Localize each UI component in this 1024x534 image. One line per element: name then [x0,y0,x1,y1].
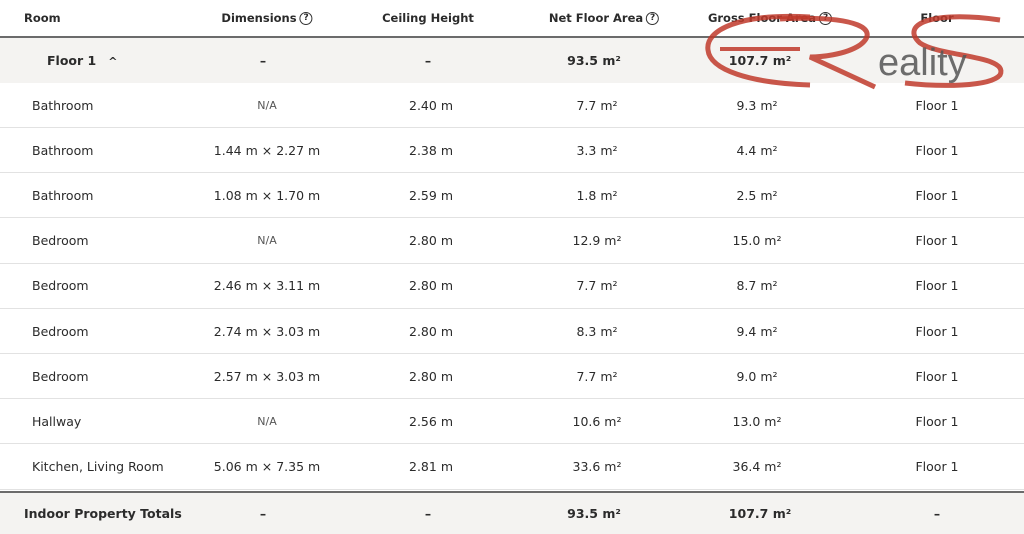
header-gross: Gross Floor Area? [708,11,833,25]
cell-floor: Floor 1 [915,142,959,158]
totals-ceiling: – [424,506,432,521]
table-row: Bedroom 2.57 m × 3.03 m 2.80 m 7.7 m² 9.0 m²… [0,354,1024,400]
header-ceiling: Ceiling Height [382,11,474,25]
cell-floor: Floor 1 [915,97,959,113]
totals-dimensions: – [259,506,267,521]
floor-dimensions: – [259,53,267,68]
cell-room: Bedroom [32,368,89,384]
cell-dimensions: 1.08 m × 1.70 m [213,187,321,203]
cell-net: 3.3 m² [576,142,618,158]
table-header: Room Dimensions? Ceiling Height Net Floo… [0,0,1024,38]
cell-dimensions: N/A [257,98,277,112]
cell-room: Bathroom [32,187,94,203]
cell-ceiling: 2.59 m [409,187,453,203]
cell-dimensions: 2.74 m × 3.03 m [213,323,321,339]
table-row: Bedroom 2.74 m × 3.03 m 2.80 m 8.3 m² 9.4 m²… [0,309,1024,354]
cell-room: Bedroom [32,278,89,294]
floor-group-row[interactable]: Floor 1 ^ – – 93.5 m² 107.7 m² [0,38,1024,83]
cell-floor: Floor 1 [915,187,959,203]
help-icon[interactable]: ? [299,12,313,25]
totals-gross: 107.7 m² [728,506,792,521]
cell-ceiling: 2.38 m [409,142,453,158]
floor-gross: 107.7 m² [728,53,792,68]
cell-gross: 15.0 m² [732,233,782,249]
totals-label: Indoor Property Totals [24,506,182,521]
totals-net: 93.5 m² [567,506,621,521]
floor-ceiling: – [424,53,432,68]
cell-dimensions: 2.46 m × 3.11 m [213,278,321,294]
cell-floor: Floor 1 [915,459,959,475]
cell-net: 7.7 m² [576,97,618,113]
cell-floor: Floor 1 [915,233,959,249]
table-row: Bathroom N/A 2.40 m 7.7 m² 9.3 m² Floor 1 [0,83,1024,128]
cell-gross: 2.5 m² [736,187,778,203]
cell-ceiling: 2.56 m [409,413,453,429]
cell-gross: 9.3 m² [736,97,778,113]
cell-dimensions: 2.57 m × 3.03 m [213,368,321,384]
cell-floor: Floor 1 [915,278,959,294]
cell-dimensions: N/A [257,414,277,428]
help-icon[interactable]: ? [819,12,833,25]
header-net: Net Floor Area? [549,11,660,25]
header-floor: Floor [920,11,954,25]
cell-gross: 9.0 m² [736,368,778,384]
cell-dimensions: 5.06 m × 7.35 m [213,459,321,475]
cell-dimensions: N/A [257,234,277,248]
table-row: Kitchen, Living Room 5.06 m × 7.35 m 2.81 … [0,445,1024,490]
cell-dimensions: 1.44 m × 2.27 m [213,142,321,158]
cell-gross: 4.4 m² [736,142,778,158]
cell-room: Hallway [32,413,82,429]
cell-net: 12.9 m² [572,233,622,249]
cell-gross: 9.4 m² [736,323,778,339]
header-dimensions: Dimensions? [221,11,313,25]
cell-room: Bathroom [32,142,94,158]
totals-floor: – [933,506,941,521]
cell-gross: 36.4 m² [732,459,782,475]
cell-floor: Floor 1 [915,368,959,384]
cell-gross: 8.7 m² [736,278,778,294]
floor-group-toggle[interactable]: Floor 1 ^ [47,53,118,68]
cell-net: 33.6 m² [572,459,622,475]
totals-row: Indoor Property Totals – – 93.5 m² 107.7… [0,491,1024,534]
cell-room: Kitchen, Living Room [32,459,164,475]
cell-room: Bathroom [32,97,94,113]
cell-ceiling: 2.81 m [409,459,453,475]
header-room: Room [24,11,61,25]
cell-floor: Floor 1 [915,413,959,429]
cell-ceiling: 2.80 m [409,278,453,294]
cell-ceiling: 2.80 m [409,368,453,384]
cell-room: Bedroom [32,233,89,249]
table-row: Bedroom 2.46 m × 3.11 m 2.80 m 7.7 m² 8.7 m²… [0,264,1024,309]
cell-ceiling: 2.40 m [409,97,453,113]
help-icon[interactable]: ? [646,12,660,25]
table-row: Bedroom N/A 2.80 m 12.9 m² 15.0 m² Floor 1 [0,219,1024,264]
cell-floor: Floor 1 [915,323,959,339]
table-row: Bathroom 1.08 m × 1.70 m 2.59 m 1.8 m² 2.5 m… [0,173,1024,219]
cell-ceiling: 2.80 m [409,323,453,339]
cell-net: 10.6 m² [572,413,622,429]
cell-ceiling: 2.80 m [409,233,453,249]
cell-room: Bedroom [32,323,89,339]
chevron-up-icon[interactable]: ^ [108,55,118,68]
cell-net: 7.7 m² [576,278,618,294]
table-row: Bathroom 1.44 m × 2.27 m 2.38 m 3.3 m² 4.4 m… [0,128,1024,174]
cell-net: 1.8 m² [576,187,618,203]
cell-net: 7.7 m² [576,368,618,384]
cell-net: 8.3 m² [576,323,618,339]
floor-net: 93.5 m² [567,53,621,68]
table-row: Hallway N/A 2.56 m 10.6 m² 13.0 m² Floor 1 [0,399,1024,445]
cell-gross: 13.0 m² [732,413,782,429]
